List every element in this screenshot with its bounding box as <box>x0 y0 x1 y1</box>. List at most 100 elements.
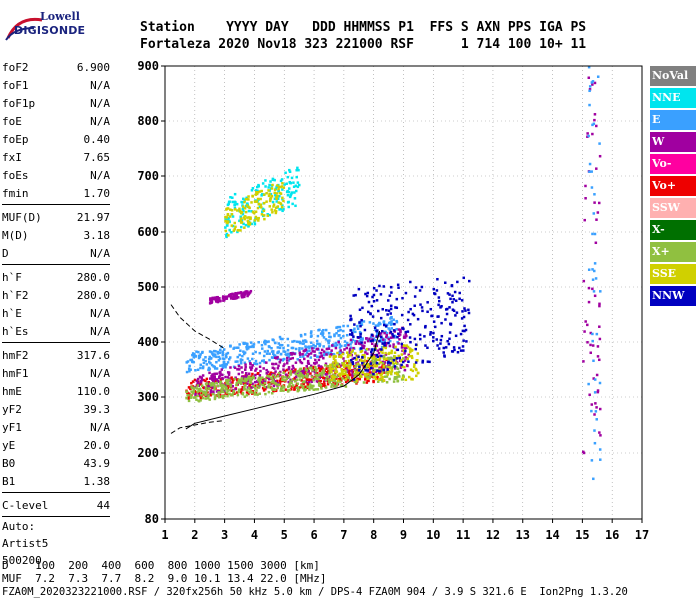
echo-point <box>409 323 412 326</box>
y-tick-label: 300 <box>137 390 159 404</box>
echo-point <box>364 369 367 372</box>
echo-point <box>435 338 439 341</box>
echo-point <box>393 365 397 368</box>
echo-point <box>333 375 337 379</box>
echo-point <box>442 346 446 350</box>
echo-point <box>294 361 298 364</box>
echo-point <box>348 347 352 351</box>
echo-point <box>432 339 435 343</box>
echo-point <box>333 334 336 338</box>
echo-point <box>376 369 379 372</box>
echo-point <box>374 368 377 372</box>
echo-point <box>351 362 355 366</box>
echo-point <box>348 372 351 376</box>
echo-point <box>350 359 353 362</box>
echo-point <box>380 335 383 339</box>
echo-point <box>277 189 280 193</box>
echo-point <box>595 332 599 336</box>
echo-point <box>588 170 591 173</box>
echo-point <box>271 183 274 187</box>
echo-point <box>326 339 330 343</box>
echo-point <box>447 342 451 346</box>
echo-point <box>276 386 280 390</box>
echo-point <box>289 373 292 376</box>
echo-point <box>389 317 392 320</box>
echo-point <box>596 389 600 392</box>
echo-point <box>298 347 301 350</box>
echo-point <box>247 209 251 213</box>
echo-point <box>199 353 202 356</box>
echo-point <box>237 346 240 349</box>
echo-point <box>227 294 231 298</box>
echo-point <box>322 336 326 339</box>
legend-item-w: W <box>650 132 696 152</box>
echo-point <box>396 362 399 366</box>
echo-point <box>233 366 237 370</box>
echo-point <box>345 346 349 350</box>
echo-point <box>239 359 243 363</box>
echo-point <box>304 353 307 356</box>
echo-point <box>246 389 249 392</box>
echo-point <box>289 357 292 361</box>
echo-point <box>273 188 277 192</box>
echo-point <box>366 291 370 295</box>
param-name: MUF(D) <box>2 210 42 224</box>
echo-point <box>236 368 239 371</box>
echo-point <box>383 358 386 361</box>
echo-point <box>220 390 224 394</box>
echo-point <box>298 378 302 381</box>
echo-point <box>378 321 381 325</box>
echo-point <box>249 381 252 385</box>
echo-point <box>593 391 597 394</box>
echo-point <box>249 345 253 349</box>
echo-point <box>301 376 305 380</box>
echo-point <box>229 366 232 369</box>
echo-point <box>225 295 228 298</box>
param-row: h`F 280.0 <box>2 268 110 286</box>
echo-point <box>254 373 257 377</box>
echo-point <box>352 335 355 338</box>
echo-point <box>272 384 276 388</box>
echo-point <box>380 372 384 376</box>
echo-point <box>329 353 332 357</box>
separator <box>2 342 110 343</box>
echo-point <box>302 382 305 386</box>
echo-point <box>342 329 345 333</box>
echo-point <box>370 333 374 337</box>
echo-point <box>228 356 232 359</box>
echo-point <box>224 365 227 369</box>
echo-point <box>236 209 239 212</box>
curve-virtual-height <box>185 330 381 430</box>
echo-point <box>379 378 383 382</box>
auto-label: Auto: <box>2 520 36 533</box>
echo-point <box>404 291 408 295</box>
echo-point <box>316 347 320 351</box>
echo-point <box>382 368 386 372</box>
echo-point <box>247 372 251 375</box>
echo-point <box>377 324 380 327</box>
echo-point <box>314 388 317 391</box>
echo-point <box>413 337 417 341</box>
param-value: 0.40 <box>83 132 111 146</box>
echo-point <box>456 280 459 284</box>
x-tick-label: 8 <box>370 528 377 542</box>
echo-point <box>218 391 222 394</box>
echo-point <box>454 334 458 338</box>
echo-point <box>375 373 379 376</box>
echo-point <box>201 350 204 354</box>
param-value: 6.900 <box>76 60 110 74</box>
echo-point <box>363 356 366 359</box>
echo-point <box>245 204 249 207</box>
echo-point <box>288 384 292 388</box>
echo-point <box>335 361 338 365</box>
echo-point <box>347 343 350 347</box>
echo-point <box>243 291 247 294</box>
echo-point <box>277 187 280 191</box>
separator <box>2 516 110 517</box>
echo-point <box>359 323 363 326</box>
echo-point <box>221 353 225 357</box>
echo-point <box>437 303 440 307</box>
echo-point <box>294 204 297 208</box>
echo-point <box>588 88 592 91</box>
echo-point <box>591 339 594 343</box>
